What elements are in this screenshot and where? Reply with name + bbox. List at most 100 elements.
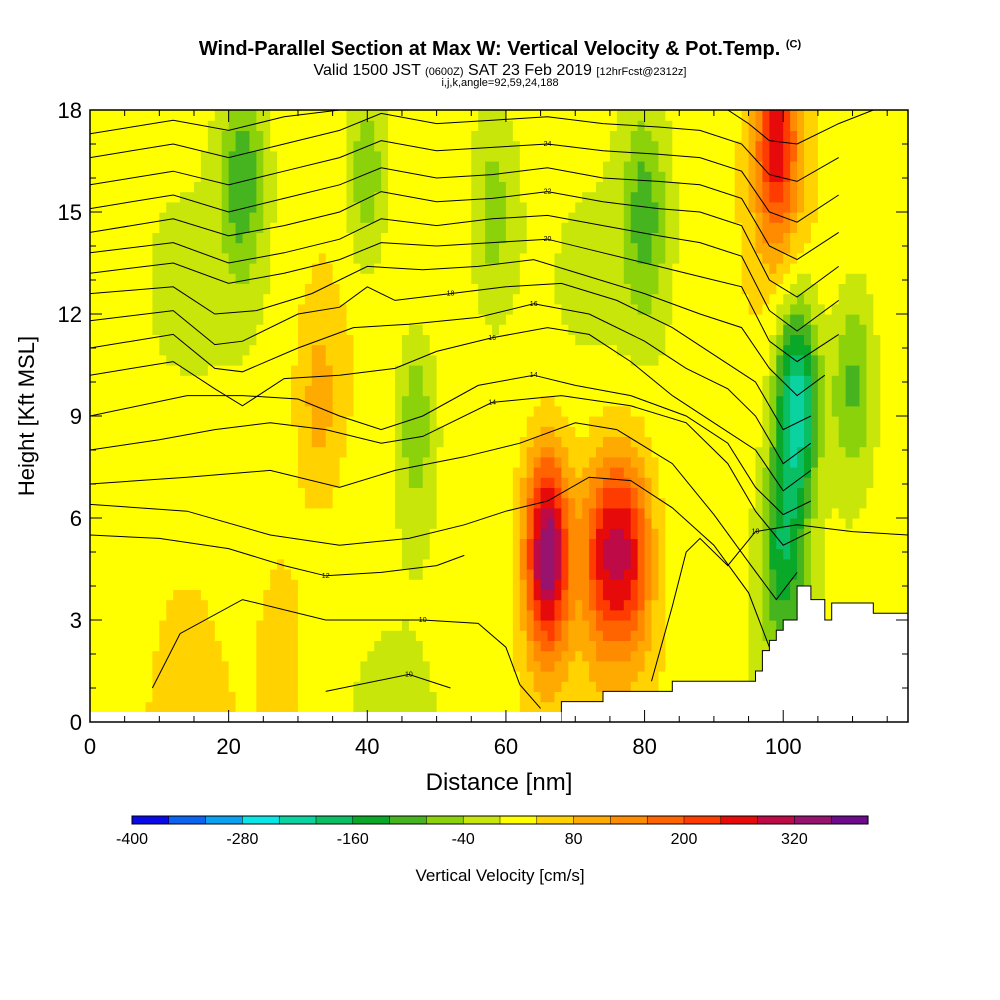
velocity-cell <box>797 375 805 386</box>
velocity-cell <box>304 660 313 672</box>
velocity-cell <box>166 507 174 519</box>
velocity-cell <box>297 385 306 397</box>
velocity-cell <box>873 293 881 305</box>
velocity-cell <box>90 487 98 499</box>
velocity-cell <box>193 609 202 621</box>
velocity-cell <box>783 456 791 468</box>
velocity-cell <box>235 640 244 652</box>
velocity-cell <box>637 477 646 488</box>
velocity-cell <box>360 395 368 407</box>
velocity-cell <box>457 477 465 488</box>
velocity-cell <box>436 354 445 366</box>
velocity-cell <box>193 507 202 519</box>
velocity-cell <box>901 365 908 376</box>
velocity-cell <box>630 456 639 468</box>
velocity-cell <box>901 344 908 356</box>
velocity-cell <box>512 650 521 662</box>
velocity-cell <box>291 681 299 692</box>
velocity-cell <box>367 324 375 335</box>
velocity-cell <box>450 630 458 641</box>
velocity-cell <box>443 303 452 315</box>
velocity-cell <box>519 395 528 407</box>
velocity-cell <box>505 671 514 682</box>
velocity-cell <box>845 558 854 570</box>
velocity-cell <box>277 487 285 499</box>
velocity-cell <box>783 314 791 325</box>
velocity-cell <box>644 650 653 662</box>
velocity-cell <box>505 467 514 478</box>
velocity-cell <box>325 426 334 437</box>
velocity-cell <box>228 375 237 386</box>
velocity-cell <box>187 630 195 641</box>
velocity-cell <box>166 375 174 386</box>
velocity-cell <box>831 354 840 366</box>
velocity-cell <box>159 558 167 570</box>
velocity-cell <box>145 609 153 621</box>
velocity-cell <box>651 558 660 570</box>
velocity-cell <box>249 375 257 386</box>
velocity-cell <box>395 487 403 499</box>
velocity-cell <box>339 681 348 692</box>
velocity-cell <box>166 293 174 305</box>
velocity-cell <box>575 487 583 499</box>
velocity-cell <box>602 405 611 417</box>
utc-time: (0600Z) <box>425 66 464 78</box>
velocity-cell <box>665 630 673 641</box>
velocity-cell <box>381 467 389 478</box>
velocity-cell <box>762 487 770 499</box>
velocity-cell <box>436 579 445 590</box>
velocity-cell <box>644 436 653 448</box>
velocity-cell <box>596 354 604 366</box>
velocity-cell <box>124 579 133 590</box>
velocity-cell <box>304 314 313 325</box>
velocity-cell <box>824 599 833 611</box>
velocity-cell <box>748 589 757 601</box>
velocity-cell <box>207 579 216 590</box>
velocity-cell <box>110 426 119 437</box>
velocity-cell <box>693 599 701 611</box>
velocity-cell <box>304 334 313 346</box>
velocity-cell <box>901 405 908 417</box>
velocity-cell <box>332 691 341 703</box>
velocity-cell <box>96 344 105 356</box>
velocity-cell <box>706 354 715 366</box>
velocity-cell <box>755 324 764 335</box>
velocity-cell <box>443 477 452 488</box>
velocity-cell <box>810 303 819 315</box>
velocity-cell <box>596 507 604 519</box>
velocity-cell <box>706 660 715 672</box>
velocity-cell <box>866 538 874 550</box>
velocity-cell <box>589 405 597 417</box>
velocity-cell <box>443 497 452 509</box>
velocity-cell <box>831 446 840 458</box>
velocity-cell <box>103 671 112 682</box>
velocity-cell <box>804 436 812 448</box>
velocity-cell <box>526 344 535 356</box>
velocity-cell <box>887 569 895 580</box>
velocity-cell <box>318 344 327 356</box>
velocity-cell <box>810 487 819 499</box>
velocity-cell <box>776 548 784 560</box>
velocity-cell <box>651 395 660 407</box>
velocity-cell <box>679 446 687 458</box>
velocity-cell <box>180 538 188 550</box>
velocity-cell <box>665 538 673 550</box>
velocity-cell <box>824 456 833 468</box>
velocity-cell <box>249 314 257 325</box>
velocity-cell <box>131 334 140 346</box>
velocity-cell <box>894 436 902 448</box>
velocity-cell <box>602 344 611 356</box>
velocity-cell <box>519 293 528 305</box>
velocity-cell <box>769 507 777 519</box>
velocity-cell <box>270 650 278 662</box>
velocity-cell <box>117 507 126 519</box>
velocity-cell <box>249 426 257 437</box>
velocity-cell <box>686 303 694 315</box>
velocity-cell <box>374 507 382 519</box>
velocity-cell <box>325 446 334 458</box>
velocity-cell <box>388 569 396 580</box>
velocity-cell <box>436 701 445 713</box>
velocity-cell <box>318 477 327 488</box>
velocity-cell <box>401 467 410 478</box>
velocity-cell <box>686 487 694 499</box>
